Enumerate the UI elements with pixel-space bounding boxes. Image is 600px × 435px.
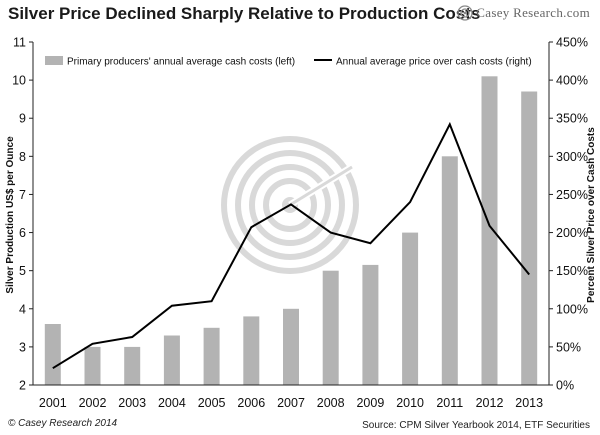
y-tick-label: 11 [13, 36, 26, 50]
y-tick-label: 4 [19, 302, 26, 316]
copyright-note: © Casey Research 2014 [8, 418, 118, 429]
y2-tick-label: 200% [556, 226, 588, 240]
y2-tick-label: 150% [556, 264, 588, 278]
legend-bar-swatch [45, 56, 63, 65]
y-tick-label: 9 [19, 112, 26, 126]
bar-2011 [441, 156, 458, 385]
bar-2006 [243, 316, 260, 385]
target-watermark-icon [221, 136, 359, 274]
bar-2008 [322, 270, 339, 385]
y2-tick-label: 400% [556, 74, 588, 88]
bar-2005 [203, 327, 220, 385]
y-tick-label: 7 [19, 188, 26, 202]
x-tick-label: 2008 [317, 396, 345, 410]
bar-2007 [283, 308, 299, 385]
x-tick-label: 2010 [396, 396, 424, 410]
x-tick-label: 2013 [515, 396, 543, 410]
y2-tick-label: 450% [556, 36, 588, 50]
legend-line-label: Annual average price over cash costs (ri… [336, 57, 532, 68]
bar-2004 [163, 335, 180, 385]
y-tick-label: 3 [19, 340, 26, 354]
x-tick-label: 2012 [476, 396, 504, 410]
bar-2010 [402, 232, 419, 385]
x-tick-label: 2009 [356, 396, 384, 410]
target-logo-icon [457, 5, 473, 21]
bar-2012 [481, 76, 498, 386]
x-tick-label: 2006 [237, 396, 265, 410]
y-tick-label: 8 [19, 150, 26, 164]
x-tick-label: 2007 [277, 396, 305, 410]
source-note: Source: CPM Silver Yearbook 2014, ETF Se… [362, 420, 590, 431]
x-tick-label: 2003 [118, 396, 146, 410]
bar-2009 [362, 264, 379, 385]
legend-bar-label: Primary producers' annual average cash c… [67, 57, 295, 68]
x-tick-label: 2005 [198, 396, 226, 410]
bar-2013 [521, 91, 538, 385]
logo-text: Casey Research.com [476, 5, 590, 20]
y-axis-label: Silver Production US$ per Ounce [5, 136, 16, 294]
x-tick-label: 2011 [436, 396, 463, 410]
y2-tick-label: 250% [556, 188, 588, 202]
y-tick-label: 5 [19, 264, 26, 278]
y2-axis-label: Percent Silver Price over Cash Costs [586, 127, 597, 303]
y2-tick-label: 0% [556, 379, 574, 393]
x-tick-label: 2004 [158, 396, 186, 410]
chart-title: Silver Price Declined Sharply Relative t… [8, 4, 481, 23]
y2-tick-label: 350% [556, 112, 588, 126]
bar-2003 [124, 346, 141, 385]
bar-2002 [84, 346, 101, 385]
y2-tick-label: 50% [556, 340, 581, 354]
y-tick-label: 6 [19, 226, 26, 240]
y-tick-label: 10 [12, 74, 26, 88]
y2-tick-label: 300% [556, 150, 588, 164]
y-tick-label: 2 [19, 379, 26, 393]
bar-2001 [44, 324, 61, 385]
casey-research-logo: Casey Research.com [457, 5, 590, 21]
y2-tick-label: 100% [556, 302, 588, 316]
x-tick-label: 2002 [79, 396, 107, 410]
legend: Primary producers' annual average cash c… [45, 56, 532, 68]
price-over-cost-line [52, 121, 530, 370]
x-tick-label: 2001 [39, 396, 67, 410]
